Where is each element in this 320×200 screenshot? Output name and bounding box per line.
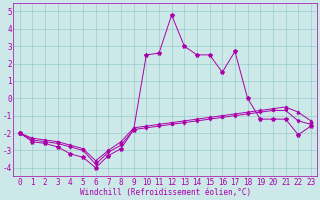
X-axis label: Windchill (Refroidissement éolien,°C): Windchill (Refroidissement éolien,°C) — [80, 188, 251, 197]
